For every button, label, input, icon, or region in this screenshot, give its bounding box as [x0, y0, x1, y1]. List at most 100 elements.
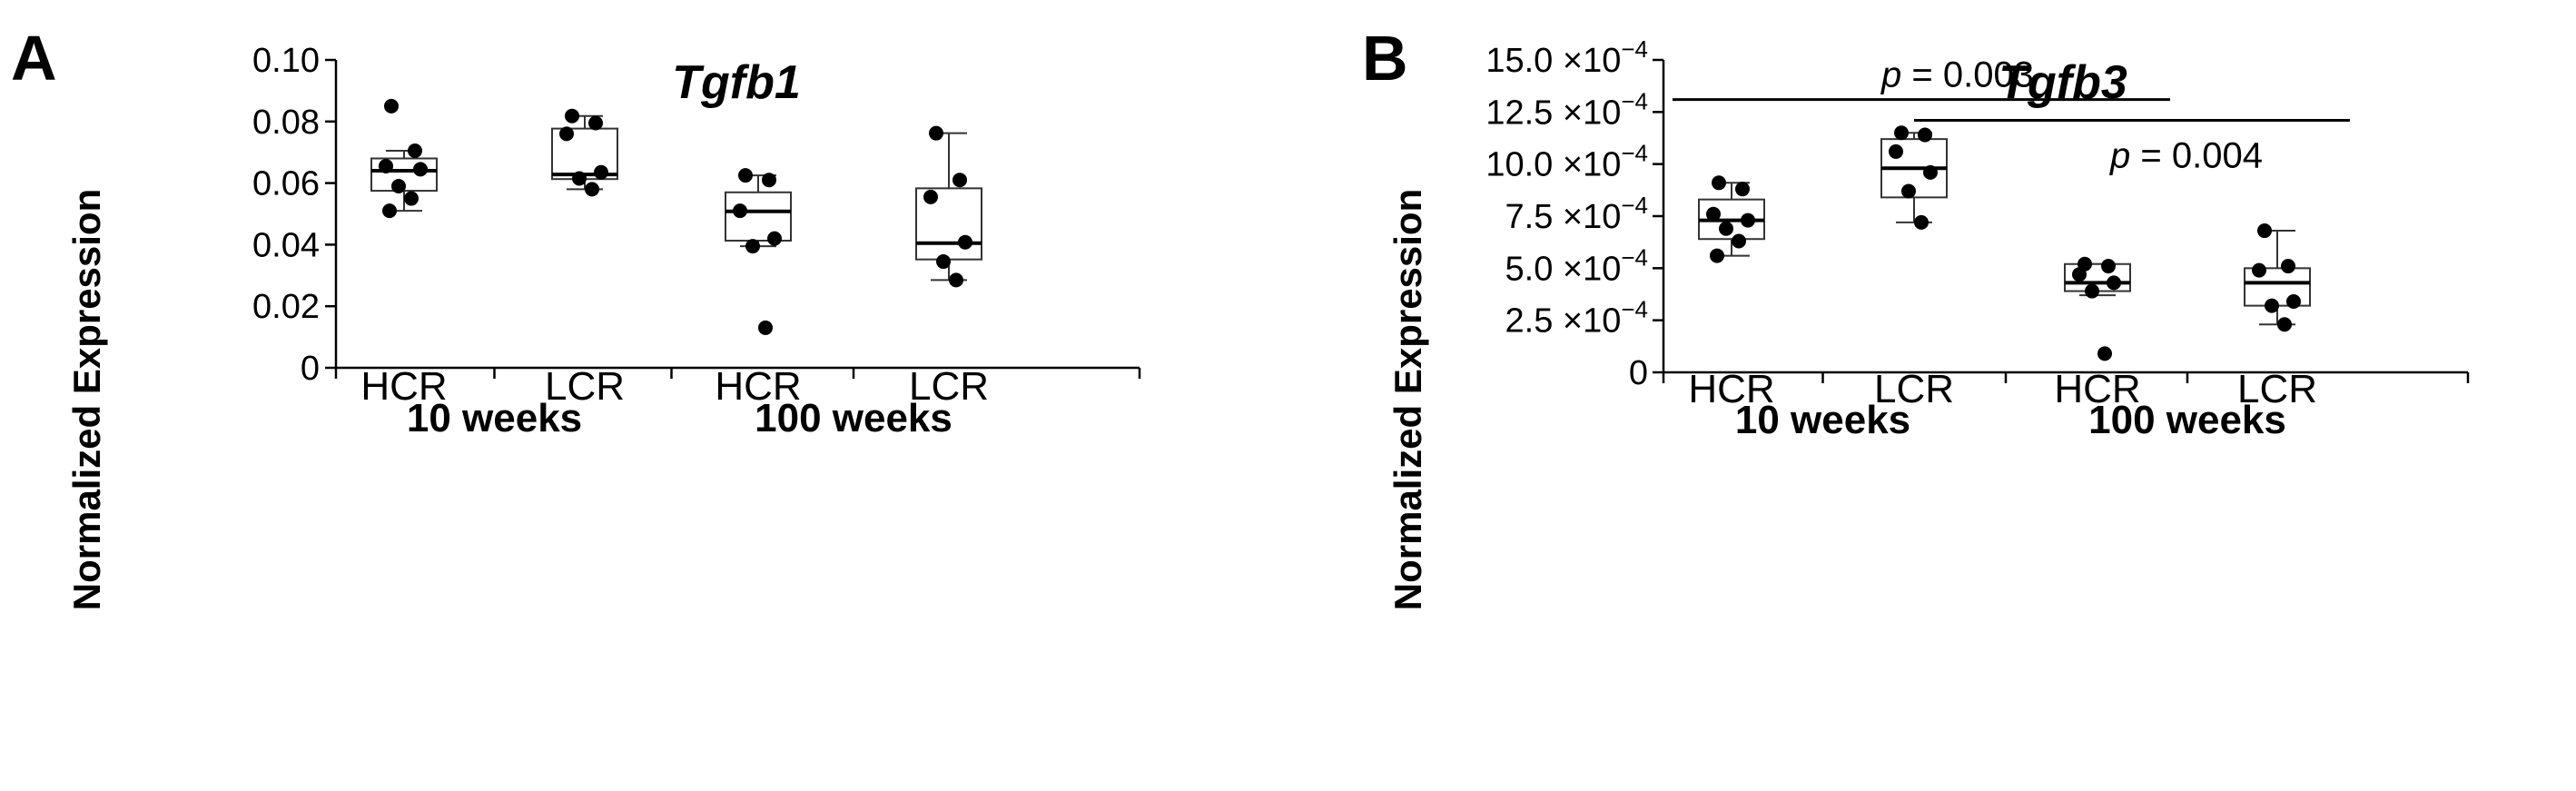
box-iqr — [725, 191, 792, 242]
data-point-b — [1918, 127, 1932, 143]
data-point-b — [1719, 221, 1733, 236]
data-point-b — [2101, 259, 2116, 274]
data-point-b — [1894, 125, 1909, 141]
y-tick-label-b: 2.5 ×10−4 — [1505, 296, 1649, 341]
data-point-a — [733, 203, 747, 219]
data-point-b — [2286, 294, 2301, 310]
y-tick-label-text-b: 7.5 ×10 — [1505, 198, 1622, 236]
y-tick-label-b: 12.5 ×10−4 — [1485, 87, 1648, 132]
data-point-b — [1741, 213, 1755, 228]
group-label-a: 100 weeks — [755, 396, 952, 440]
p-symbol: p — [1880, 55, 1901, 95]
data-point-a — [762, 173, 776, 188]
x-tick-label-a: LCR — [909, 364, 989, 409]
data-point-a — [391, 178, 406, 193]
group-label-b: 100 weeks — [2088, 398, 2286, 442]
data-point-a — [588, 115, 603, 131]
data-point-b — [1914, 214, 1929, 230]
y-tick-label-a: 0 — [301, 350, 320, 388]
data-point-b — [2097, 346, 2112, 361]
data-point-a — [565, 108, 579, 124]
y-tick-label-text-a: 0.10 — [252, 42, 320, 80]
y-tick-label-a: 0.06 — [252, 165, 320, 203]
group-label-a: 10 weeks — [407, 396, 582, 440]
x-tick-label-a: LCR — [545, 364, 625, 409]
y-tick-exponent-b: −4 — [1621, 87, 1648, 114]
y-tick-label-text-a: 0 — [301, 350, 320, 388]
panel-a: A Tgfb1 Normalized Expression 0 0.02 0.04 0… — [11, 23, 1141, 610]
data-point-b — [1710, 248, 1724, 263]
y-tick-exponent-b: −4 — [1621, 296, 1648, 323]
data-point-a — [952, 173, 967, 188]
x-tick-label-b: LCR — [2237, 367, 2317, 411]
y-tick-label-text-b: 10.0 ×10 — [1485, 146, 1621, 184]
data-point-b — [1889, 143, 1903, 159]
y-tick-label-b: 15.0 ×10−4 — [1485, 35, 1648, 80]
y-tick-label-a: 0.04 — [252, 226, 320, 264]
x-tick-label-b: HCR — [2054, 367, 2140, 411]
data-point-b — [2252, 262, 2266, 278]
y-tick-exponent-b: −4 — [1621, 140, 1648, 167]
p-value-label-0: p = 0.003 — [1880, 55, 2034, 95]
y-tick-label-text-a: 0.04 — [252, 226, 320, 264]
data-point-a — [923, 189, 938, 204]
y-tick-label-text-b: 15.0 ×10 — [1485, 42, 1621, 80]
y-tick-label-text-b: 2.5 ×10 — [1505, 302, 1622, 341]
y-tick-label-text-b: 0 — [1629, 354, 1648, 392]
y-tick-exponent-b: −4 — [1621, 35, 1648, 63]
p-value-label-1: p = 0.004 — [2109, 136, 2263, 176]
data-point-a — [936, 254, 951, 270]
y-tick-label-text-a: 0.02 — [252, 288, 320, 326]
y-tick-label-b: 10.0 ×10−4 — [1485, 140, 1648, 184]
data-point-a — [958, 234, 972, 250]
data-point-b — [2085, 283, 2099, 299]
data-point-a — [767, 231, 782, 246]
data-point-b — [2281, 259, 2295, 274]
y-tick-label-a: 0.08 — [252, 104, 320, 142]
data-point-a — [408, 143, 422, 159]
data-point-b — [1712, 175, 1726, 191]
p-value: = 0.004 — [2130, 136, 2263, 176]
data-point-a — [738, 168, 753, 183]
data-point-a — [949, 272, 963, 288]
data-point-a — [379, 158, 393, 173]
data-point-a — [413, 162, 428, 177]
y-tick-label-text-b: 5.0 ×10 — [1505, 250, 1622, 288]
box-a-0 — [370, 150, 438, 213]
y-tick-label-text-a: 0.08 — [252, 104, 320, 142]
data-point-a — [384, 98, 399, 114]
x-tick-label-b: LCR — [1874, 367, 1954, 411]
data-point-a — [404, 191, 419, 206]
data-point-b — [1706, 206, 1721, 222]
data-point-b — [2257, 223, 2272, 239]
panel-letter-b: B — [1362, 23, 1408, 94]
y-tick-exponent-b: −4 — [1621, 192, 1648, 219]
y-tick-label-b: 5.0 ×10−4 — [1505, 243, 1649, 288]
data-point-a — [559, 126, 574, 142]
y-tick-exponent-b: −4 — [1621, 243, 1648, 271]
y-axis-label-b: Normalized Expression — [1387, 189, 1429, 610]
group-label-b: 10 weeks — [1735, 398, 1910, 442]
data-point-a — [572, 171, 587, 186]
data-point-b — [1923, 164, 1938, 180]
y-tick-label-a: 0.10 — [252, 42, 320, 80]
data-point-a — [929, 125, 943, 141]
data-point-b — [1901, 183, 1916, 199]
data-point-b — [2265, 298, 2279, 313]
data-point-b — [1735, 182, 1750, 197]
p-value: = 0.003 — [1901, 55, 2034, 95]
y-tick-label-text-a: 0.06 — [252, 165, 320, 203]
data-point-a — [585, 182, 599, 197]
x-tick-label-b: HCR — [1688, 367, 1774, 411]
y-tick-label-b: 7.5 ×10−4 — [1505, 192, 1649, 236]
panel-b: B Tgfb3 Normalized Expression 02.5 ×10−4… — [1362, 23, 2470, 610]
panel-letter-a: A — [11, 23, 57, 94]
x-tick-label-a: HCR — [715, 364, 801, 409]
data-point-b — [1732, 233, 1746, 249]
data-point-a — [382, 203, 397, 219]
y-tick-label-b: 0 — [1629, 354, 1648, 392]
data-point-a — [758, 320, 773, 335]
data-point-b — [2072, 267, 2087, 282]
data-point-a — [745, 239, 760, 254]
